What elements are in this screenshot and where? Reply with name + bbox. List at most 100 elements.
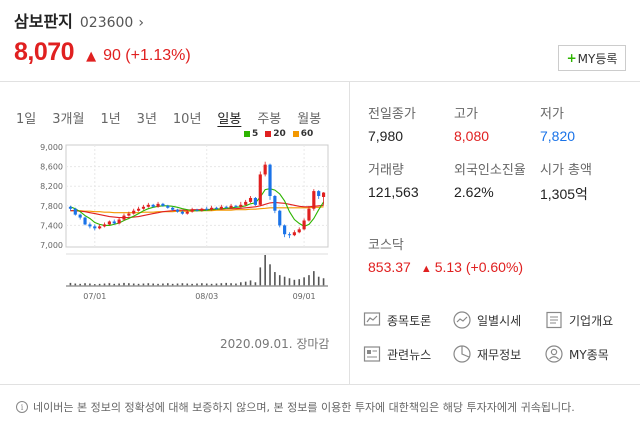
- volume-bar: [132, 283, 135, 286]
- tab-1d[interactable]: 1일: [16, 112, 37, 127]
- stock-name[interactable]: 삼보판지: [14, 12, 73, 31]
- candle-body: [102, 224, 107, 227]
- legend-ma20: 20: [265, 129, 286, 139]
- title-row[interactable]: 삼보판지 023600 ›: [14, 8, 144, 32]
- candle-body: [244, 201, 248, 205]
- candle-body: [78, 214, 82, 218]
- volume-bar: [79, 283, 81, 286]
- link-related-news[interactable]: 관련뉴스: [362, 344, 431, 364]
- volume-bar: [113, 283, 116, 286]
- link-financial-info[interactable]: 재무정보: [452, 344, 521, 364]
- stat-volume: 거래량 121,563: [368, 162, 419, 200]
- volume-bar: [69, 282, 72, 286]
- tab-3m[interactable]: 3개월: [52, 112, 85, 127]
- volume-bar: [269, 264, 271, 286]
- link-daily-price[interactable]: 일별시세: [452, 310, 521, 330]
- volume-bar: [254, 282, 257, 286]
- candle-body: [98, 226, 102, 229]
- candle-body: [219, 206, 223, 209]
- market-cap-value: 1,305억: [540, 186, 588, 202]
- stat-foreign: 외국인소진율 2.62%: [454, 162, 526, 200]
- candle-body: [234, 205, 238, 207]
- volume-bar: [235, 283, 237, 286]
- candle-body: [205, 208, 209, 210]
- candle-body: [297, 229, 301, 233]
- tab-3y[interactable]: 3년: [136, 112, 157, 127]
- volume-bar: [298, 279, 301, 286]
- link-company-overview[interactable]: 기업개요: [544, 310, 613, 330]
- kosdaq-value: 853.37: [368, 259, 411, 275]
- chevron-right-icon[interactable]: ›: [138, 15, 144, 31]
- y-tick-label: 9,000: [40, 143, 63, 152]
- candle-body: [200, 208, 204, 211]
- candle-body: [273, 196, 277, 211]
- candle-body: [312, 191, 316, 209]
- link-my-stocks-label: MY종목: [569, 347, 609, 362]
- volume-bar: [152, 283, 154, 286]
- stock-code: 023600: [79, 15, 134, 31]
- document-icon: [546, 311, 562, 329]
- candle-body: [68, 206, 73, 209]
- y-tick-label: 7,000: [40, 241, 63, 250]
- candle-body: [156, 203, 160, 207]
- candle-body: [229, 205, 233, 208]
- legend-ma5: 5: [244, 129, 258, 139]
- candle-body: [224, 206, 228, 208]
- candle-body: [73, 208, 77, 215]
- candle-body: [239, 204, 243, 207]
- x-tick-label: 09/01: [293, 292, 316, 301]
- tab-daily[interactable]: 일봉: [217, 112, 242, 127]
- candle-body: [151, 204, 155, 207]
- candle-body: [127, 213, 131, 216]
- legend-ma60: 60: [292, 129, 313, 139]
- price-row: 8,070 ▲ 90 (+1.13%): [14, 38, 191, 67]
- tab-monthly[interactable]: 월봉: [297, 112, 322, 127]
- candle-body: [268, 164, 272, 196]
- volume-bar: [303, 277, 305, 286]
- stat-prev-close: 전일종가 7,980: [368, 106, 416, 144]
- foreign-value: 2.62%: [454, 184, 494, 200]
- y-tick-label: 8,600: [40, 163, 63, 172]
- up-arrow-icon: ▲: [420, 263, 432, 275]
- kosdaq-change: 5.13 (+0.60%): [434, 259, 524, 275]
- volume-bar: [191, 283, 193, 286]
- low-value: 7,820: [540, 128, 576, 144]
- discussion-icon: [363, 312, 381, 326]
- volume-bar: [84, 283, 86, 286]
- candle-body: [137, 208, 141, 211]
- volume-bar: [244, 281, 247, 286]
- volume-bar: [308, 275, 310, 286]
- foreign-label: 외국인소진율: [454, 163, 526, 178]
- link-my-stocks[interactable]: MY종목: [544, 344, 609, 364]
- volume-bar: [205, 283, 208, 286]
- trend-icon: [453, 311, 471, 329]
- y-tick-label: 7,400: [40, 221, 63, 230]
- high-value: 8,080: [454, 128, 490, 144]
- prev-close-value: 7,980: [368, 128, 404, 144]
- volume-bar: [274, 272, 276, 286]
- y-tick-label: 7,800: [40, 202, 63, 211]
- volume-bar: [93, 284, 96, 286]
- divider-vertical: [349, 82, 350, 384]
- disclaimer: i 네이버는 본 정보의 정확성에 대해 보증하지 않으며, 본 정보를 이용한…: [16, 399, 575, 415]
- volume-bar: [108, 283, 111, 286]
- pie-icon: [453, 345, 471, 363]
- tab-1y[interactable]: 1년: [100, 112, 121, 127]
- up-arrow-icon: ▲: [86, 49, 97, 64]
- tab-10y[interactable]: 10년: [172, 112, 202, 127]
- candle-body: [263, 164, 267, 175]
- tab-weekly[interactable]: 주봉: [257, 112, 282, 127]
- candle-body: [292, 232, 296, 236]
- stock-header: 삼보판지 023600 › 8,070 ▲ 90 (+1.13%) + MY등록: [14, 8, 634, 80]
- legend-swatch-ma20: [265, 131, 272, 137]
- chart-frame: [65, 144, 329, 248]
- volume-bar: [210, 283, 213, 286]
- volume-bar: [230, 283, 232, 286]
- volume-bar: [166, 283, 169, 286]
- my-register-button[interactable]: + MY등록: [558, 45, 626, 71]
- candlestick-chart[interactable]: 9,000 8,600 8,200 7,800 7,400 7,000 07/01 08/03…: [0, 138, 340, 313]
- volume-bar: [162, 283, 164, 286]
- link-discussion[interactable]: 종목토론: [362, 310, 431, 330]
- candle-body: [214, 207, 219, 209]
- link-related-news-label: 관련뉴스: [387, 347, 432, 362]
